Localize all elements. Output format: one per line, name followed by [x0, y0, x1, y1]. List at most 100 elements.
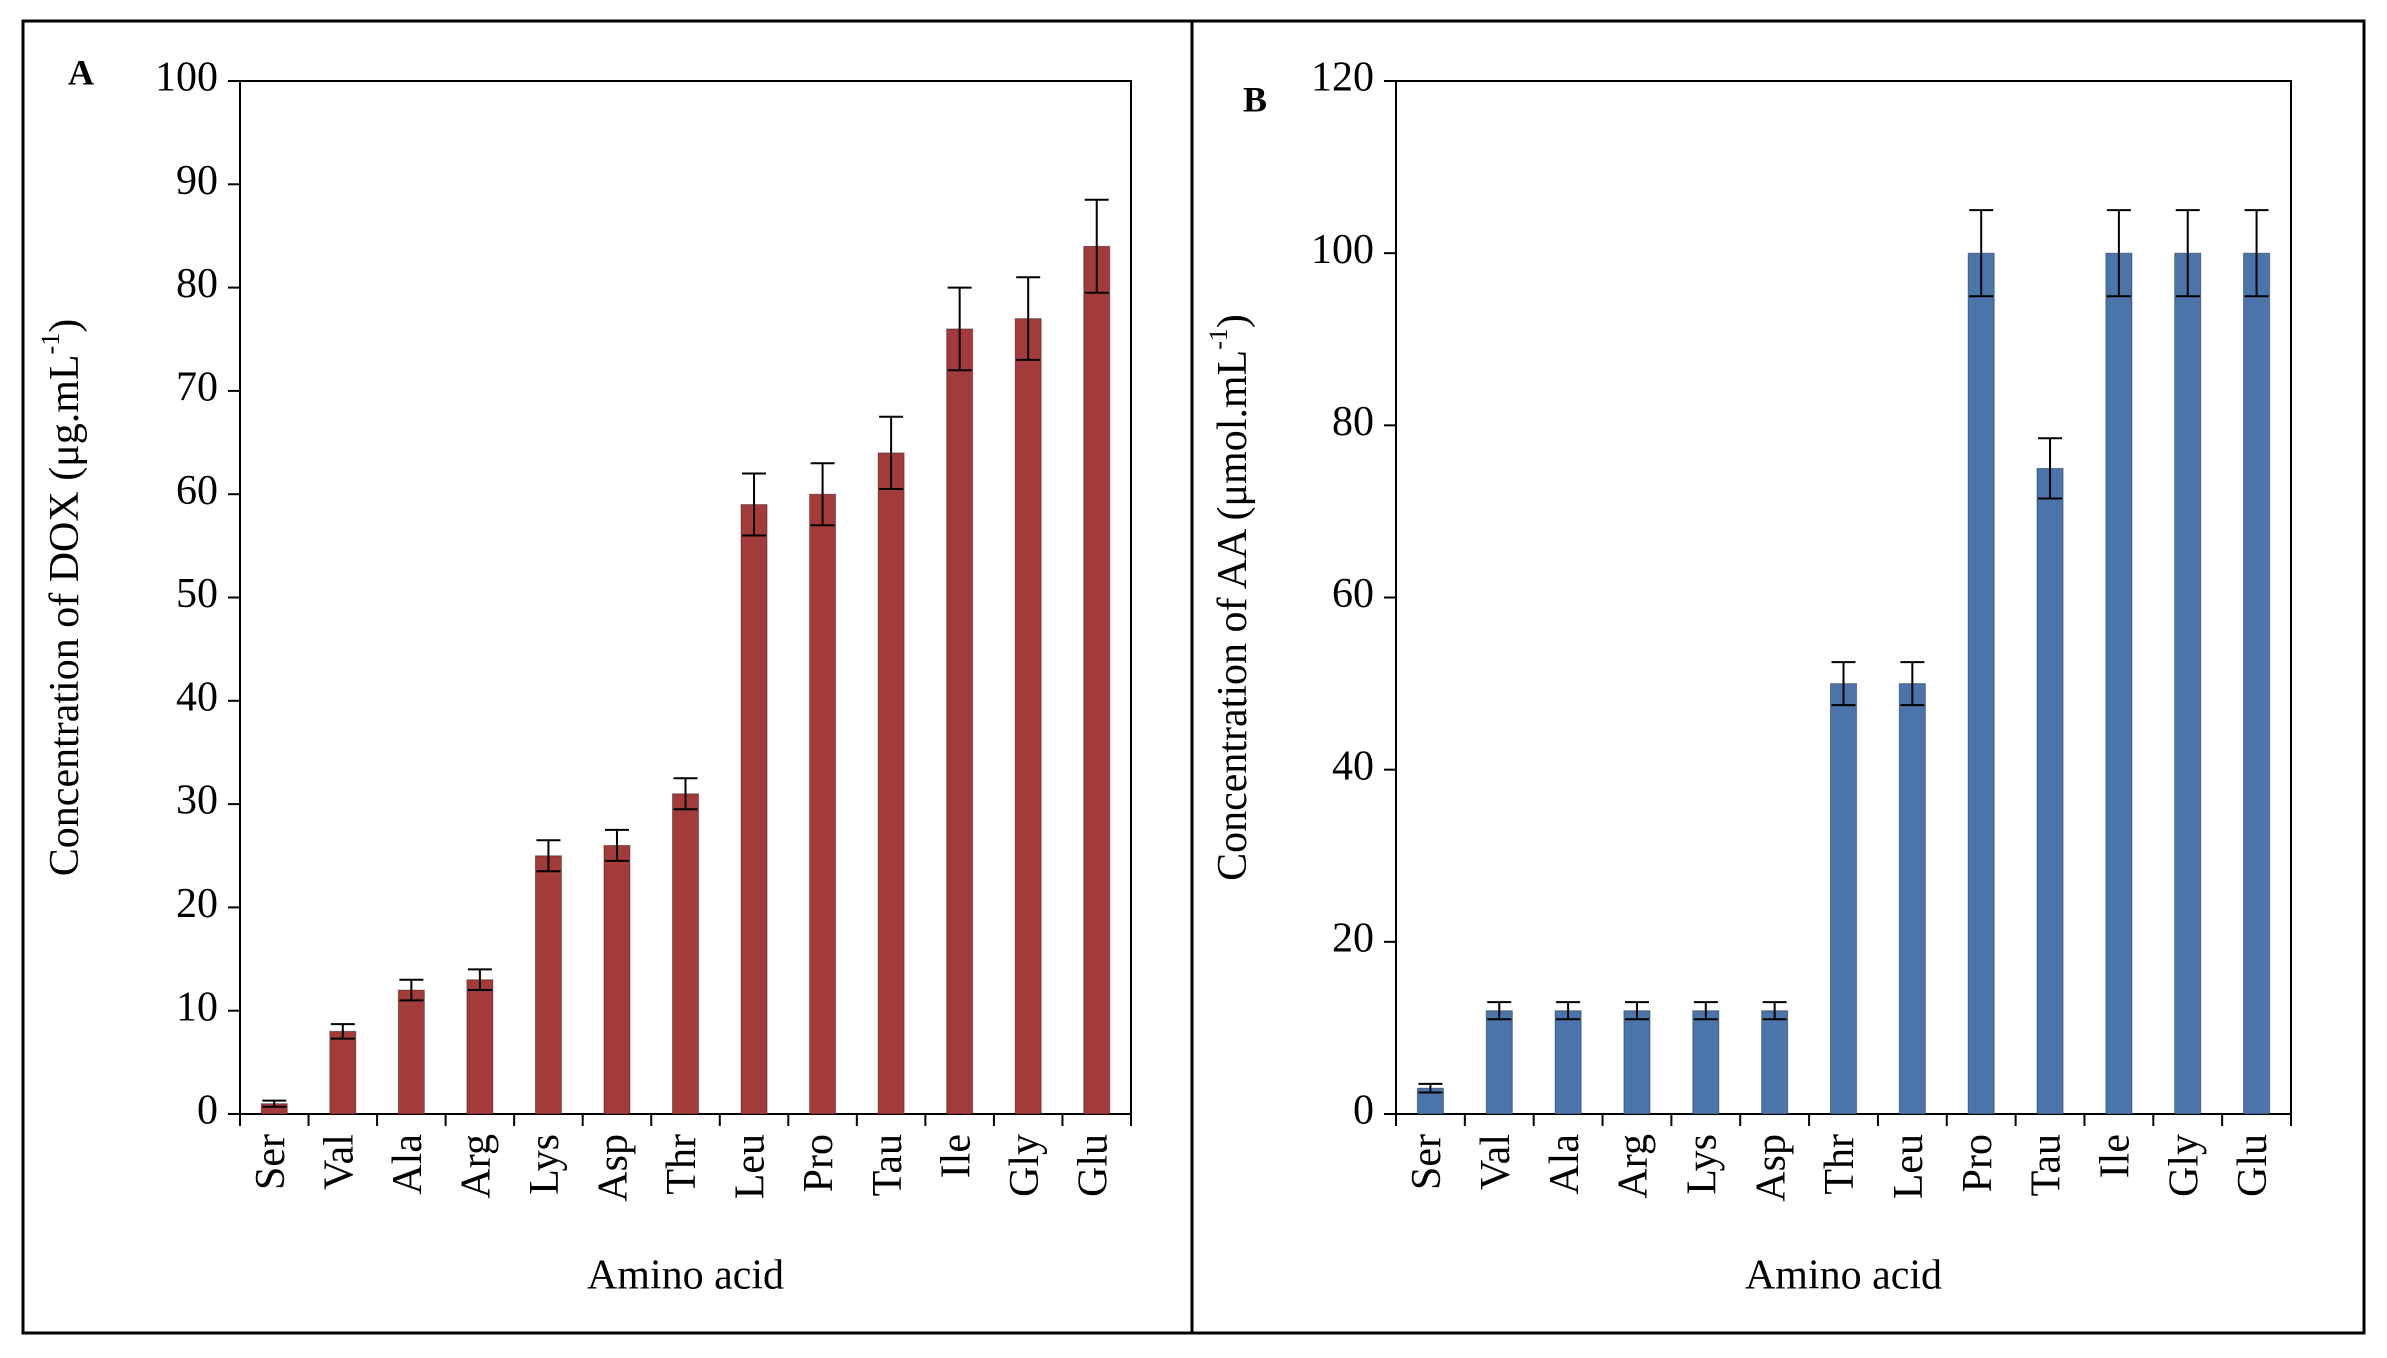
x-tick-label: Arg	[1611, 1134, 1657, 1199]
error-bar	[879, 415, 904, 491]
bar	[946, 328, 974, 1115]
x-tick-label: Glu	[1070, 1134, 1116, 1197]
bar	[329, 1030, 357, 1115]
y-tick-label: 10	[176, 984, 218, 1030]
x-axis-title: Amino acid	[1745, 1253, 1942, 1299]
error-bar	[1016, 276, 1041, 361]
x-tick-label: Leu	[728, 1134, 774, 1199]
x-tick-label: Ser	[248, 1134, 294, 1190]
y-tick-label: 20	[1332, 915, 1374, 961]
x-tick-label: Pro	[1955, 1134, 2001, 1192]
y-tick-label: 60	[176, 468, 218, 514]
y-tick-label: 50	[176, 571, 218, 617]
y-axis-title-part: Concentration of DOX (μg.mL	[42, 354, 88, 876]
x-tick-label: Pro	[796, 1134, 842, 1192]
x-tick-label: Ile	[2093, 1134, 2139, 1178]
error-bar	[262, 1099, 287, 1108]
bar	[1829, 683, 1858, 1115]
error-bar	[1418, 1082, 1443, 1094]
y-axis-title: Concentration of DOX (μg.mL-1)	[36, 319, 87, 876]
y-tick-label: 0	[197, 1088, 218, 1134]
error-bar	[1487, 1001, 1512, 1021]
x-tick-label: Asp	[1748, 1134, 1794, 1202]
bar	[740, 504, 768, 1115]
x-tick-label: Thr	[1817, 1134, 1863, 1195]
y-tick-label: 100	[155, 55, 218, 101]
bar	[809, 493, 837, 1115]
error-bar	[1556, 1001, 1581, 1021]
bar	[1898, 683, 1926, 1115]
error-bar	[1693, 1001, 1718, 1021]
x-tick-label: Arg	[454, 1134, 500, 1199]
bar	[2174, 252, 2202, 1115]
error-bar	[536, 839, 561, 873]
x-tick-label: Gly	[1002, 1134, 1048, 1197]
x-tick-label: Ala	[1542, 1134, 1588, 1195]
error-bar	[2175, 209, 2200, 298]
x-tick-label: Tau	[2024, 1134, 2070, 1196]
error-bar	[1624, 1001, 1649, 1021]
bar	[1967, 252, 1995, 1115]
y-tick-label: 70	[176, 365, 218, 411]
bar	[671, 793, 700, 1115]
bar	[1014, 318, 1042, 1115]
bar	[2242, 252, 2271, 1115]
error-bar	[947, 286, 972, 372]
y-tick-label: 100	[1311, 227, 1374, 273]
x-tick-label: Asp	[591, 1134, 637, 1202]
y-tick-label: 20	[176, 881, 218, 927]
error-bar	[1831, 661, 1856, 707]
y-tick-label: 80	[176, 261, 218, 307]
x-tick-label: Glu	[2230, 1134, 2276, 1197]
bar	[1485, 1010, 1513, 1115]
x-tick-label: Val	[1473, 1134, 1519, 1190]
error-bar	[604, 828, 629, 862]
bar	[2036, 467, 2064, 1115]
error-bar	[1969, 209, 1994, 298]
panel-label: A	[68, 52, 94, 92]
x-tick-label: Ser	[1404, 1134, 1450, 1190]
y-tick-label: 0	[1353, 1088, 1374, 1134]
error-bar	[2038, 437, 2063, 500]
bar	[397, 989, 425, 1115]
x-tick-label: Leu	[1886, 1134, 1932, 1199]
error-bar	[810, 462, 835, 527]
bar	[877, 452, 905, 1115]
y-axis-title-part: Concentration of AA (μmol.mL	[1210, 350, 1256, 881]
y-axis-title-part: )	[42, 319, 88, 333]
error-bar	[2106, 209, 2131, 298]
error-bar	[399, 978, 424, 1002]
x-tick-label: Ile	[933, 1134, 979, 1178]
bar	[1554, 1010, 1582, 1115]
y-tick-label: 40	[1332, 743, 1374, 789]
y-tick-label: 80	[1332, 399, 1374, 445]
error-bar	[673, 777, 698, 811]
bar	[1761, 1010, 1789, 1115]
x-axis-title: Amino acid	[587, 1253, 784, 1299]
x-tick-label: Tau	[865, 1134, 911, 1196]
bar	[1692, 1010, 1720, 1115]
y-tick-label: 90	[176, 158, 218, 204]
panel-label: B	[1243, 79, 1267, 119]
error-bar	[2244, 209, 2269, 298]
bar	[2105, 252, 2133, 1115]
error-bar	[1762, 1001, 1787, 1021]
x-tick-label: Gly	[2161, 1134, 2207, 1197]
y-axis-title-part: )	[1210, 314, 1256, 328]
x-tick-label: Thr	[659, 1134, 705, 1195]
error-bar	[467, 968, 492, 992]
y-axis-title: Concentration of AA (μmol.mL-1)	[1204, 314, 1255, 881]
error-bar	[1084, 198, 1109, 294]
bar	[603, 844, 631, 1115]
bar	[1083, 245, 1111, 1115]
error-bar	[330, 1023, 355, 1040]
x-tick-label: Lys	[1679, 1134, 1725, 1195]
y-tick-label: 120	[1311, 55, 1374, 101]
y-axis-title-part: -1	[36, 333, 65, 355]
y-tick-label: 40	[176, 674, 218, 720]
y-axis-title-part: -1	[1204, 328, 1233, 350]
error-bar	[1900, 661, 1925, 707]
x-tick-label: Ala	[385, 1134, 431, 1195]
x-tick-label: Lys	[522, 1134, 568, 1195]
